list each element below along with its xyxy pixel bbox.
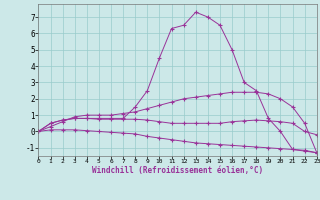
X-axis label: Windchill (Refroidissement éolien,°C): Windchill (Refroidissement éolien,°C) [92,166,263,175]
